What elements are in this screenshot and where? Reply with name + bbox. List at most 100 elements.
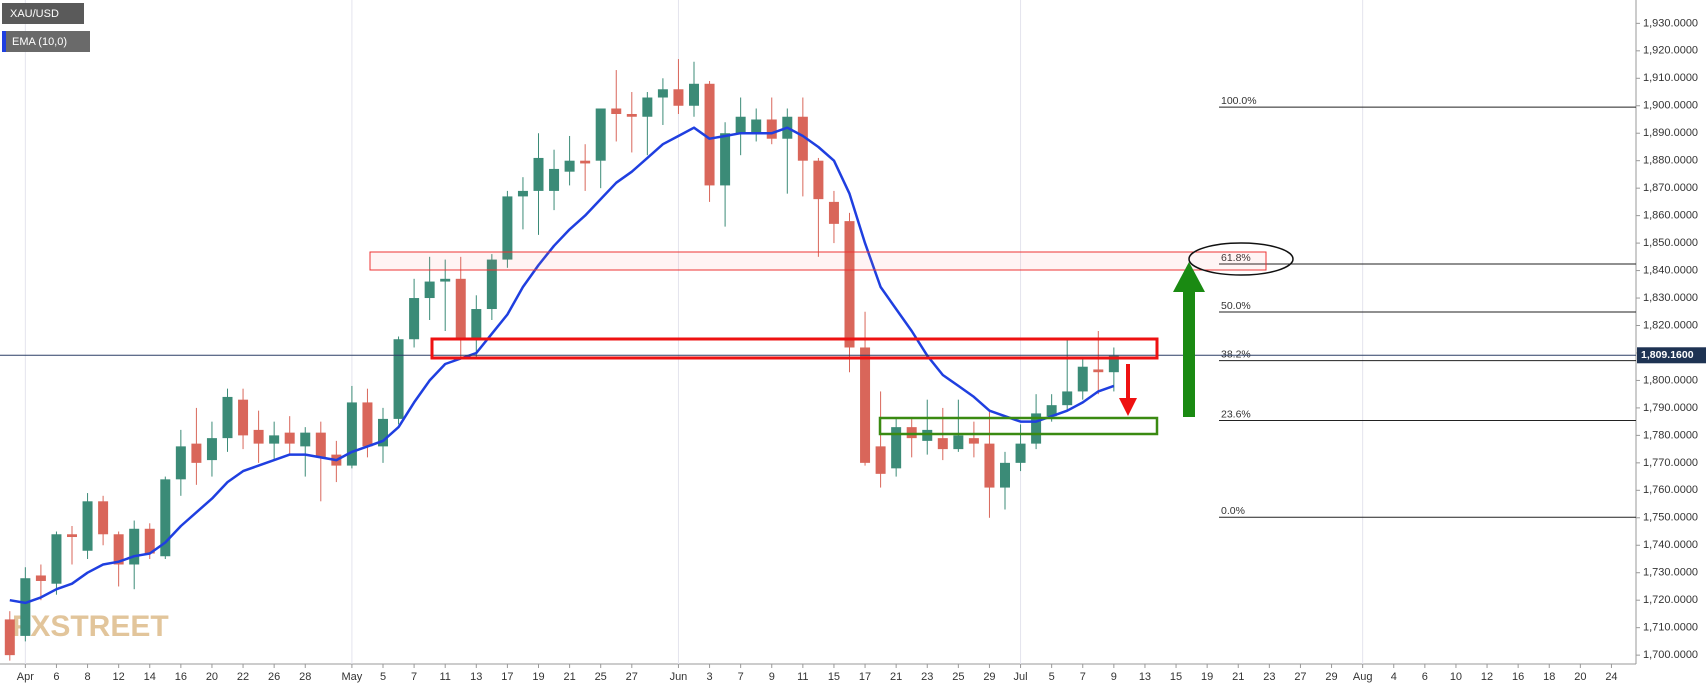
candle-body xyxy=(455,278,466,340)
candle-body xyxy=(51,534,62,584)
x-tick-label: 12 xyxy=(113,671,125,683)
y-tick-label: 1,800.0000 xyxy=(1643,374,1698,386)
candle-body xyxy=(346,402,357,466)
candle-body xyxy=(315,432,326,458)
x-tick-label: Aug xyxy=(1353,671,1373,683)
x-tick-label: 6 xyxy=(53,671,59,683)
x-tick-label: 9 xyxy=(1111,671,1117,683)
x-tick-label: 13 xyxy=(470,671,482,683)
candle-body xyxy=(1062,391,1073,406)
candle-body xyxy=(378,418,388,447)
candle-body xyxy=(1077,366,1088,392)
candle-body xyxy=(626,113,637,117)
y-tick-label: 1,710.0000 xyxy=(1643,622,1698,634)
x-tick-label: 13 xyxy=(1139,671,1151,683)
candle-body xyxy=(269,435,280,444)
candle-body xyxy=(82,501,93,551)
candle-body xyxy=(844,221,855,348)
x-tick-label: 5 xyxy=(1049,671,1055,683)
candle-body xyxy=(1015,443,1026,463)
x-tick-label: 11 xyxy=(439,671,450,683)
up-arrow-shaft xyxy=(1183,290,1195,417)
candle-body xyxy=(657,89,668,98)
x-tick-label: 16 xyxy=(1512,671,1524,683)
candle-body xyxy=(253,429,264,444)
y-tick-label: 1,770.0000 xyxy=(1643,457,1698,469)
candle-body xyxy=(67,534,77,538)
y-tick-label: 1,820.0000 xyxy=(1643,319,1698,331)
candle-body xyxy=(393,339,404,419)
x-tick-label: 14 xyxy=(144,671,156,683)
candle-body xyxy=(860,347,871,463)
x-tick-label: 19 xyxy=(1201,671,1213,683)
candle-body xyxy=(689,83,699,106)
y-tick-label: 1,900.0000 xyxy=(1643,100,1698,112)
x-tick-label: 17 xyxy=(501,671,513,683)
candle-body xyxy=(564,160,575,172)
candle-body xyxy=(735,116,746,134)
candle-body xyxy=(1000,462,1010,488)
x-tick-label: 19 xyxy=(532,671,544,683)
x-tick-label: 20 xyxy=(1574,671,1586,683)
fib-label: 0.0% xyxy=(1221,505,1245,517)
last-price-box xyxy=(1637,347,1706,364)
x-tick-label: 25 xyxy=(595,671,607,683)
support-box xyxy=(878,416,1159,436)
x-tick-label: 3 xyxy=(706,671,712,683)
candle-body xyxy=(1046,405,1057,417)
candle-body xyxy=(533,157,544,191)
x-tick-label: 4 xyxy=(1391,671,1397,683)
x-tick-label: May xyxy=(342,671,363,683)
candle-body xyxy=(471,309,482,340)
x-tick-label: 17 xyxy=(859,671,871,683)
x-tick-label: 9 xyxy=(769,671,775,683)
candle-body xyxy=(580,160,591,164)
candle-body xyxy=(20,578,31,636)
fib-label: 50.0% xyxy=(1221,300,1251,312)
fib-label: 100.0% xyxy=(1221,95,1257,107)
x-tick-label: 12 xyxy=(1481,671,1493,683)
x-tick-label: 21 xyxy=(890,671,902,683)
y-tick-label: 1,720.0000 xyxy=(1643,594,1698,606)
y-tick-label: 1,830.0000 xyxy=(1643,292,1698,304)
fib-label: 38.2% xyxy=(1221,348,1251,360)
x-tick-label: Jun xyxy=(670,671,688,683)
candle-body xyxy=(813,160,824,200)
candle-body xyxy=(1093,369,1104,373)
candle-body xyxy=(238,399,249,436)
candle-body xyxy=(704,83,715,186)
candle-body xyxy=(517,190,528,197)
candle-body xyxy=(984,443,995,488)
watermark: FXSTREET xyxy=(12,610,169,643)
y-tick-label: 1,920.0000 xyxy=(1643,45,1698,57)
x-tick-label: 18 xyxy=(1543,671,1555,683)
last-price-label: 1,809.1600 xyxy=(1641,349,1694,361)
candle-body xyxy=(875,446,886,474)
x-tick-label: 23 xyxy=(921,671,933,683)
x-tick-label: 7 xyxy=(1080,671,1086,683)
x-tick-label: 21 xyxy=(563,671,575,683)
y-tick-label: 1,790.0000 xyxy=(1643,402,1698,414)
candle-body xyxy=(502,196,513,260)
x-tick-label: 27 xyxy=(1294,671,1306,683)
candle-body xyxy=(144,528,155,554)
candle-body xyxy=(98,501,109,535)
resistance-zone xyxy=(369,251,1267,271)
x-tick-label: 28 xyxy=(299,671,311,683)
x-tick-label: 22 xyxy=(237,671,249,683)
y-tick-label: 1,850.0000 xyxy=(1643,237,1698,249)
candle-body xyxy=(828,201,839,224)
fib-label: 61.8% xyxy=(1221,252,1251,264)
x-tick-label: Jul xyxy=(1014,671,1028,683)
candle-body xyxy=(549,168,560,191)
indicator-swatch xyxy=(2,31,6,52)
x-tick-label: 24 xyxy=(1605,671,1617,683)
candle-body xyxy=(968,438,979,444)
candle-body xyxy=(937,438,948,450)
candle-body xyxy=(595,108,606,161)
down-arrow-head xyxy=(1119,398,1137,416)
x-tick-label: 6 xyxy=(1422,671,1428,683)
indicator-label: EMA (10,0) xyxy=(12,36,67,48)
candle-body xyxy=(362,402,373,447)
